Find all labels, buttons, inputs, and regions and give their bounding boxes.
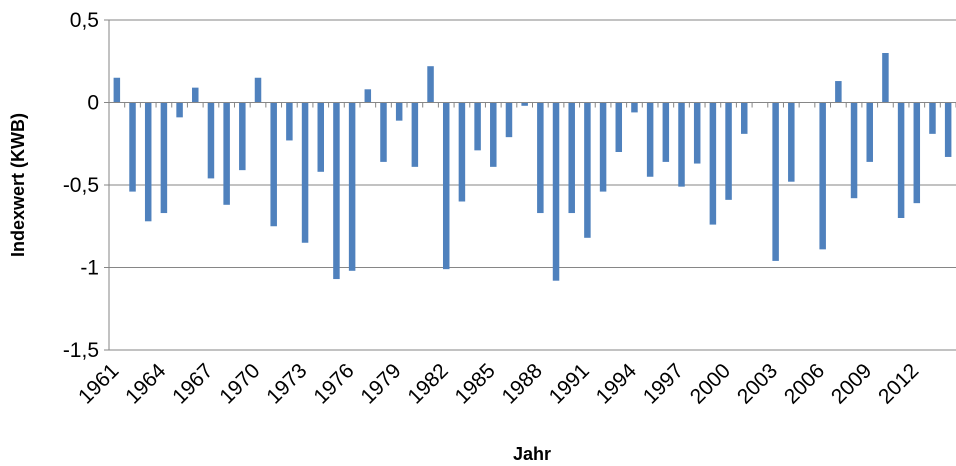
y-tick-labels: 0,5 0 -0,5 -1 -1,5 (63, 9, 99, 362)
bar-1990 (568, 102, 575, 214)
x-tick-label: 2000 (686, 359, 735, 408)
x-axis-title: Jahr (513, 444, 551, 464)
bar-1971 (270, 102, 277, 227)
bar-1972 (286, 102, 293, 141)
bar-1989 (552, 102, 560, 281)
x-tick-label: 2006 (780, 359, 829, 408)
bar-2004 (788, 102, 795, 182)
bar-2008 (850, 102, 858, 199)
bar-2013 (929, 102, 936, 134)
bar-1980 (411, 102, 419, 167)
bar-1975 (333, 102, 340, 280)
bar-1963 (144, 102, 152, 222)
bar-1997 (678, 102, 685, 187)
bars (113, 53, 952, 281)
bar-2010 (882, 53, 889, 103)
y-tick-label: -0,5 (63, 174, 99, 197)
bar-2014 (944, 102, 952, 157)
bar-1981 (427, 66, 434, 103)
bar-1973 (301, 102, 309, 243)
bar-1988 (537, 102, 544, 214)
bar-1982 (442, 102, 450, 270)
bar-1968 (223, 102, 230, 205)
bar-1964 (160, 102, 168, 214)
x-tick-label: 1982 (403, 359, 452, 408)
bar-1970 (254, 77, 262, 103)
gridlines (109, 19, 956, 351)
x-tick-label: 1988 (498, 359, 547, 408)
x-tick-label: 1994 (592, 359, 642, 409)
x-tick-label: 1961 (74, 359, 123, 408)
x-tick-label: 2009 (827, 359, 876, 408)
bar-1969 (239, 102, 246, 171)
bar-1993 (615, 102, 623, 152)
bar-1974 (317, 102, 324, 172)
x-tick-label: 1967 (168, 359, 217, 408)
x-tick-label: 2003 (733, 359, 782, 408)
x-tick-label: 2012 (874, 359, 923, 408)
x-tick-label: 1973 (262, 359, 311, 408)
bar-2009 (866, 102, 873, 162)
x-tick-labels: 1961196419671970197319761979198219851988… (74, 359, 923, 409)
y-tick-label: -1 (80, 257, 99, 280)
bar-1977 (364, 89, 372, 103)
bar-1978 (380, 102, 387, 162)
y-tick-label: -1,5 (63, 339, 99, 362)
bar-1985 (490, 102, 497, 167)
bar-1984 (474, 102, 481, 151)
bar-2006 (819, 102, 826, 250)
bar-1961 (113, 77, 121, 103)
bar-1999 (709, 102, 717, 225)
x-tick-label: 1970 (215, 359, 264, 408)
axes (104, 19, 956, 351)
x-tick-label: 1964 (121, 359, 171, 409)
bar-2007 (835, 81, 842, 103)
bar-2000 (725, 102, 732, 200)
bar-1979 (395, 102, 403, 121)
bar-1967 (207, 102, 215, 179)
x-tick-label: 1991 (545, 359, 594, 408)
y-tick-label: 0,5 (70, 9, 99, 32)
x-tick-label: 1979 (356, 359, 405, 408)
bar-1991 (584, 102, 591, 238)
x-tick-label: 1997 (639, 359, 688, 408)
bar-1986 (505, 102, 513, 138)
bar-2012 (913, 102, 921, 204)
bar-2001 (741, 102, 748, 134)
bar-1996 (662, 102, 670, 162)
bar-1962 (129, 102, 136, 192)
bar-1992 (599, 102, 607, 192)
x-tick-label: 1985 (451, 359, 500, 408)
bar-1983 (458, 102, 466, 202)
bar-1994 (631, 102, 638, 113)
bar-1965 (176, 102, 183, 118)
bar-1966 (192, 87, 199, 103)
bar-1976 (348, 102, 356, 271)
bar-2003 (772, 102, 779, 261)
bar-1987 (521, 102, 528, 106)
x-tick-label: 1976 (309, 359, 358, 408)
y-axis-title: Indexwert (KWB) (8, 113, 28, 257)
bar-1998 (693, 102, 701, 164)
y-tick-label: 0 (87, 92, 99, 115)
bar-1995 (646, 102, 654, 177)
bar-2011 (897, 102, 905, 218)
